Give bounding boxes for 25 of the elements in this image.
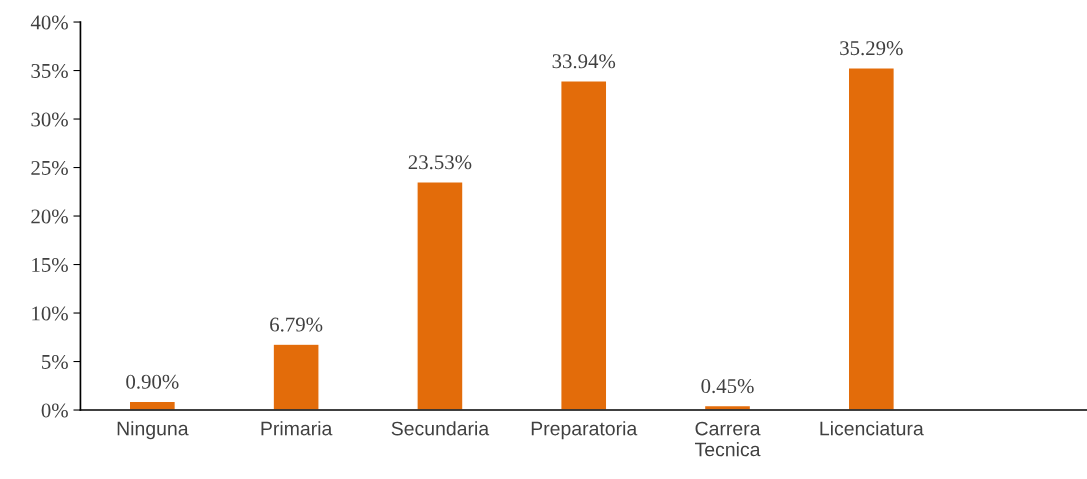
x-tick-label: Primaria — [261, 421, 333, 436]
x-tick-label: Preparatoria — [531, 421, 638, 440]
bar — [847, 67, 896, 411]
y-tick-label: 10% — [32, 306, 68, 321]
x-tick-label: Carrera Tecnica — [694, 421, 761, 457]
data-label: 33.94% — [552, 54, 616, 69]
bar — [416, 181, 464, 411]
data-label: 23.53% — [408, 155, 472, 170]
bar — [560, 80, 608, 411]
y-tick-label: 15% — [32, 257, 68, 273]
x-tick-label: Secundaria — [391, 421, 490, 436]
bar — [272, 343, 320, 411]
y-tick-label: 30% — [31, 112, 68, 127]
data-label: 6.79% — [270, 317, 323, 332]
y-tick-label: 20% — [31, 209, 68, 224]
y-tick-label: 25% — [31, 160, 68, 176]
x-tick-label: Ninguna — [117, 421, 189, 440]
x-tick-label: Licenciatura — [820, 421, 924, 436]
y-tick-label: 5% — [42, 354, 68, 370]
y-tick-label: 35% — [31, 63, 68, 79]
data-label: 0.45% — [701, 379, 754, 394]
data-label: 0.90% — [126, 374, 179, 389]
y-tick-label: 40% — [30, 15, 68, 30]
data-label: 35.29% — [840, 41, 903, 56]
y-tick-label: 0% — [41, 403, 68, 418]
